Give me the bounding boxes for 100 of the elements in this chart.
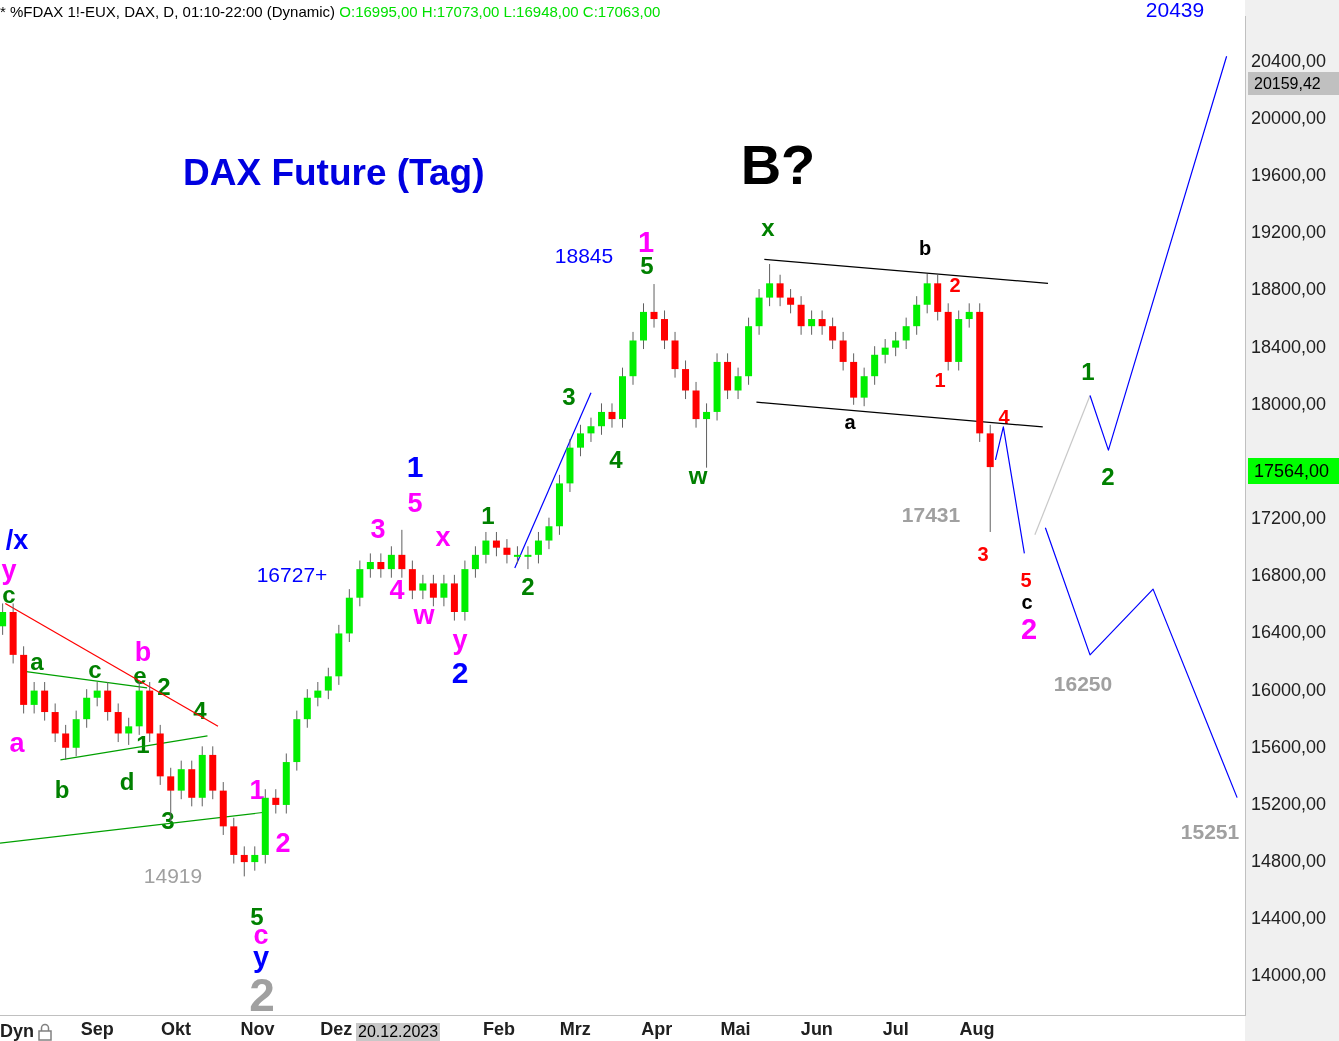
candlestick (797, 295, 805, 336)
y-tick-label: 14000,00 (1251, 965, 1327, 986)
candlestick (251, 845, 259, 872)
candlestick (661, 309, 669, 350)
annotation: 2 (949, 274, 961, 296)
annotation: 16727+ (256, 562, 328, 586)
text: 20159,42 (1248, 72, 1339, 95)
candlestick (766, 263, 774, 307)
candlestick (734, 367, 742, 400)
annotation: 2 (521, 573, 535, 600)
candlestick (902, 317, 910, 350)
candlestick (776, 274, 784, 307)
candlestick (408, 560, 416, 600)
candlestick (808, 309, 816, 336)
annotation: 20439 (1145, 0, 1205, 21)
annotation: d (119, 768, 135, 795)
candlestick (114, 702, 122, 743)
candlestick (829, 317, 837, 350)
candlestick (324, 667, 332, 700)
annotation: 5 (1020, 569, 1032, 591)
candlestick (871, 345, 879, 386)
candlestick (923, 273, 931, 314)
annotation: a (30, 648, 44, 675)
x-tick-label: Nov (240, 1018, 275, 1039)
annotation: w (413, 599, 435, 630)
y-tick-label: 14800,00 (1251, 851, 1327, 872)
candlestick (524, 545, 532, 570)
annotation: 3 (977, 543, 989, 565)
candlestick (62, 724, 70, 761)
candlestick (892, 331, 900, 357)
annotation: 2 (1020, 612, 1038, 645)
candlestick (104, 681, 112, 722)
y-tick-label: 20400,00 (1251, 50, 1327, 71)
x-tick-label: Jul (882, 1018, 909, 1039)
annotation: w (688, 462, 708, 489)
candlestick (597, 402, 605, 436)
x-tick-label: Jun (800, 1018, 833, 1039)
annotation: 2 (157, 673, 171, 700)
annotation: 4 (998, 406, 1010, 428)
candlestick (913, 295, 921, 336)
candlestick (839, 331, 847, 371)
candlestick (482, 531, 490, 564)
candlestick (503, 538, 511, 564)
candlestick (682, 359, 690, 400)
annotation: 1 (1081, 358, 1095, 385)
y-tick-label: 18800,00 (1251, 279, 1327, 300)
candlestick (272, 788, 280, 814)
annotation: b (54, 776, 70, 803)
annotation: b (134, 636, 152, 667)
x-tick-label: Feb (483, 1018, 516, 1039)
annotation: 4 (609, 446, 623, 473)
candlestick (534, 531, 542, 564)
x-tick-label: Aug (959, 1018, 995, 1039)
x-tick-label: Mai (720, 1018, 751, 1039)
x-tick-label: Apr (641, 1018, 673, 1039)
annotation: 1 (406, 450, 424, 483)
candlestick (314, 681, 322, 707)
y-tick-label: 19200,00 (1251, 222, 1327, 243)
candlestick (387, 545, 395, 579)
text: DAX Future (Tag) (183, 152, 485, 194)
text: 20.12.2023 (356, 1023, 441, 1041)
candlestick (881, 338, 889, 364)
annotation: 2 (275, 827, 291, 858)
annotation: c (1021, 591, 1033, 613)
candlestick (787, 288, 795, 314)
y-tick-label: 17200,00 (1251, 508, 1327, 529)
candlestick (240, 845, 248, 877)
y-tick-label: 15200,00 (1251, 793, 1327, 814)
annotation: 17431 (901, 502, 961, 526)
annotation: 18845 (554, 243, 614, 267)
y-tick-label: 14400,00 (1251, 908, 1327, 929)
candlestick (0, 602, 7, 636)
annotation: 1 (481, 502, 495, 529)
candlestick (587, 417, 595, 443)
annotation: B? (740, 133, 816, 196)
y-tick-label: 20000,00 (1251, 107, 1327, 128)
annotation: 3 (562, 383, 576, 410)
candlestick (608, 402, 616, 429)
candlestick (429, 574, 437, 607)
candlestick (471, 545, 479, 579)
annotation: a (9, 727, 25, 758)
annotation: 2 (451, 656, 469, 689)
candlestick (440, 574, 448, 607)
y-tick-label: 16400,00 (1251, 622, 1327, 643)
x-tick-label: Dez (320, 1018, 353, 1039)
x-tick-label: Mrz (559, 1018, 591, 1039)
text: Dyn (0, 1021, 35, 1041)
x-tick-label: Okt (160, 1018, 191, 1039)
candlestick (818, 309, 826, 336)
y-tick-label: 15600,00 (1251, 736, 1327, 757)
annotation: 5 (407, 487, 423, 518)
candlestick (860, 367, 868, 407)
candlestick (965, 302, 973, 329)
annotation: c (88, 656, 102, 683)
candlestick (30, 681, 38, 714)
annotation: b (918, 237, 932, 259)
annotation: 1 (934, 369, 946, 391)
x-tick-label: Sep (80, 1018, 114, 1039)
candlestick (83, 688, 91, 729)
candlestick (93, 681, 101, 707)
